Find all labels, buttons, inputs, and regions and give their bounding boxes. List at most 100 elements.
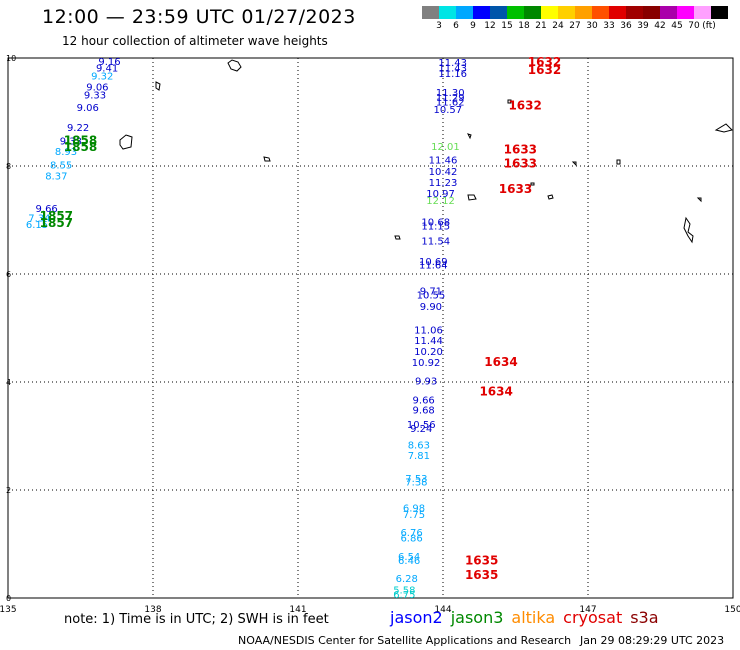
credit-line: NOAA/NESDIS Center for Satellite Applica… [238,634,572,647]
pass-time-label: 1632 [508,98,541,112]
wave-height-label: 12.01 [431,142,460,153]
legend-label: 15 [501,21,513,31]
island-outline [507,99,512,104]
pass-time-label: 1635 [465,554,498,568]
island-outline [714,123,733,133]
legend-label: 21 [535,21,547,31]
legend-swatch [660,6,677,19]
wave-height-label: 7.75 [403,510,425,521]
legend-swatch [694,6,711,19]
x-tick-label: 138 [144,605,161,615]
y-tick-label: 8 [6,162,11,171]
wave-height-label: 9.68 [413,405,435,416]
island-outline [263,156,271,162]
legend-swatch [456,6,473,19]
legend-label: 18 [518,21,530,31]
legend-swatch [490,6,507,19]
wave-height-label: 11.43 [438,58,467,69]
wave-height-label: 9.66 [413,396,435,407]
legend-label: 45 [671,21,683,31]
legend-swatch [677,6,694,19]
legend-label: 39 [637,21,649,31]
pass-time-label: 1857 [40,209,73,223]
wave-height-label: 11.29 [436,93,465,104]
legend-label: 3 [436,21,442,31]
legend-label: 24 [552,21,564,31]
map-title: 12:00 — 23:59 UTC 01/27/2023 [42,6,356,28]
legend-label: 27 [569,21,581,31]
pass-time-label: 1857 [40,216,73,230]
legend-swatch [609,6,626,19]
island-outline [683,216,694,244]
generation-timestamp: Jan 29 08:29:29 UTC 2023 [580,634,725,647]
pass-time-label: 1633 [499,182,532,196]
island-outline [227,59,242,72]
wave-height-label: 10.20 [414,347,443,358]
map-frame [7,57,734,599]
island-outline [547,194,554,200]
wave-height-label: 9.24 [410,424,432,435]
wave-height-label: 10.69 [419,257,448,268]
wave-height-label: 9.06 [77,103,99,114]
wave-height-label: 9.90 [420,302,442,313]
x-tick-label: 144 [434,605,451,615]
island-outline [530,182,535,186]
wave-height-label: 10.57 [434,105,463,116]
legend-label: 33 [603,21,615,31]
legend-swatches [422,6,728,19]
wave-height-label: 9.71 [420,287,442,298]
wave-height-label: 7.53 [405,474,427,485]
wave-height-label: 9.33 [84,91,106,102]
wave-height-label: 10.97 [426,189,455,200]
x-tick-label: 141 [289,605,306,615]
y-tick-label: 4 [6,378,11,387]
wave-height-label: 7.38 [405,478,427,489]
pass-time-label: 1635 [465,568,498,582]
pass-time-label: 1858 [64,133,97,147]
pass-time-label: 1632 [528,63,561,77]
wave-height-label: 10.92 [412,358,441,369]
legend-label: 30 [586,21,598,31]
legend-labels: 3 6 9 12 15 18 21 24 27 30 33 36 39 42 45 70 (ft) [422,19,728,31]
legend-label: 9 [470,21,476,31]
legend-swatch [439,6,456,19]
legend-swatch [643,6,660,19]
y-tick-label: 0 [6,594,11,603]
wave-height-label: 6.75 [393,590,415,601]
island-outline [467,133,472,140]
x-tick-label: 147 [579,605,596,615]
wave-height-label: 6.28 [396,574,418,585]
wave-height-label: 11.15 [421,222,450,233]
legend-label: 42 [654,21,666,31]
wave-height-label: 6.76 [400,528,422,539]
wave-height-label: 6.54 [398,552,420,563]
wave-height-label: 6.98 [403,504,425,515]
island-outline [394,235,401,240]
satellite-name: jason2 [390,608,443,627]
x-tick-label: 150 [724,605,740,615]
satellite-legend: jason2 jason3 altika cryosat s3a [390,608,667,627]
legend-swatch [507,6,524,19]
wave-height-label: 6.15 [26,220,48,231]
y-tick-label: 10 [6,54,16,63]
pass-time-label: 1633 [504,157,537,171]
color-legend: 3 6 9 12 15 18 21 24 27 30 33 36 39 42 45 70 (ft) [422,6,728,31]
pass-time-label: 1632 [528,55,561,69]
island-outline [616,159,621,165]
wave-height-label: 11.30 [436,88,465,99]
satellite-name: jason3 [450,608,504,627]
legend-unit: (ft) [702,21,716,31]
pass-time-label: 1858 [64,140,97,154]
legend-swatch [711,6,728,19]
y-tick-label: 2 [6,486,11,495]
pass-time-label: 1634 [484,355,517,369]
satellite-name: s3a [630,608,659,627]
wave-height-label: 9.93 [415,377,437,388]
wave-height-label: 11.62 [436,98,465,109]
wave-height-label: 9.66 [36,204,58,215]
wave-height-label: 10.68 [421,217,450,228]
legend-swatch [473,6,490,19]
wave-height-label: 11.46 [429,155,458,166]
legend-swatch [626,6,643,19]
wave-height-label: 7.81 [408,451,430,462]
